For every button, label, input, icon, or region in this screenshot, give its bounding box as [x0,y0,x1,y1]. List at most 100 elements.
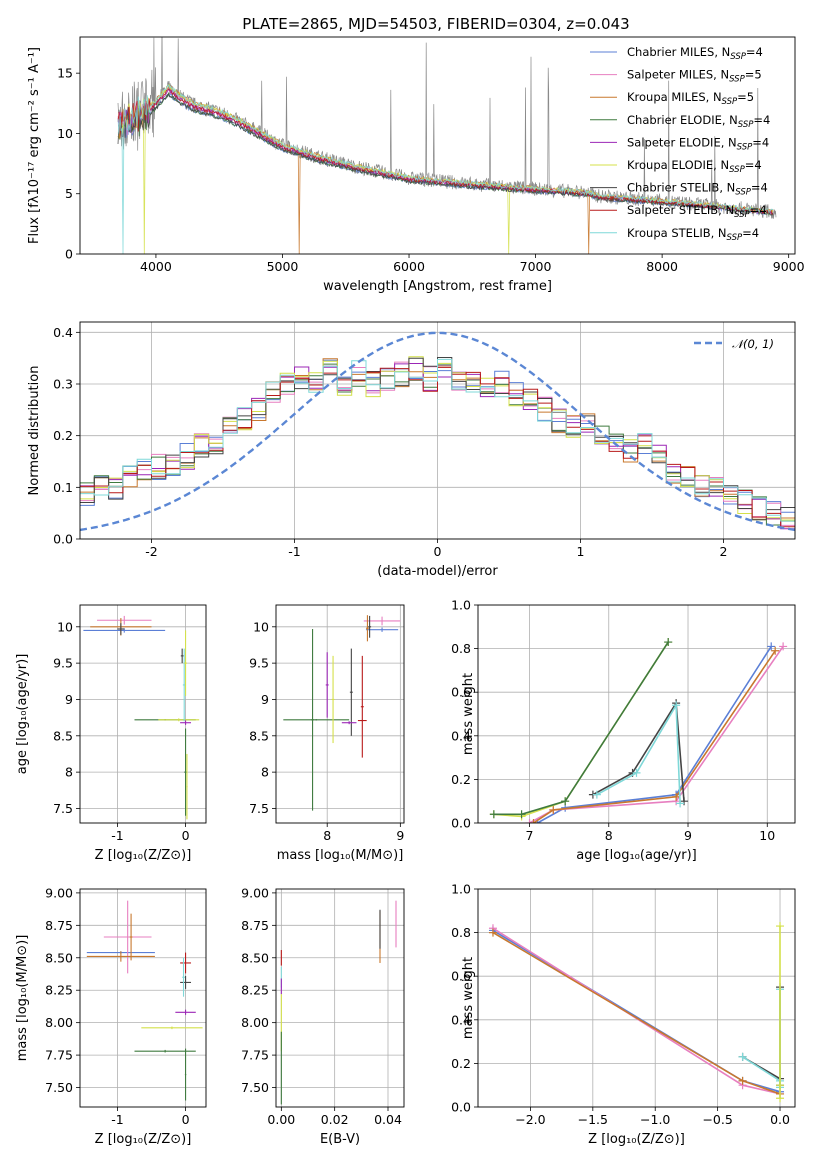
y-tick-label: 0.0 [451,1100,471,1115]
plus-marker [672,792,681,801]
series [738,983,785,1090]
y-tick-label: 9.5 [249,656,269,671]
data-point [341,721,357,725]
legend-entry: Chabrier ELODIE, NSSP=4 [627,113,770,130]
y-tick-label: 8 [261,765,269,780]
y-tick-label: 7.5 [53,801,73,816]
y-tick-label: 0.0 [451,816,471,831]
x-tick-label: 4000 [140,259,172,274]
y-tick-label: 0.4 [53,325,73,340]
x-tick-label: 5000 [267,259,299,274]
residuals-plot-area [80,322,795,539]
age-vs-Z-plot-area [80,605,206,823]
model-spectrum-line [117,84,774,254]
series [489,638,673,819]
x-tick-label: 0.04 [374,1112,402,1127]
data-point [103,900,152,974]
y-tick-label: 10 [57,619,73,634]
y-axis-label: mass weight [461,673,476,755]
x-tick-label: 10 [759,828,775,843]
x-axis-label: Z [log₁₀(Z/Z⊙)] [95,1132,192,1147]
x-tick-label: 7 [526,828,534,843]
y-axis-label: Flux [fλ10⁻¹⁷ erg cm⁻² s⁻¹ A⁻¹] [27,47,42,244]
y-tick-label: 0.2 [451,1056,471,1071]
data-point [97,615,152,625]
plus-marker [779,642,788,651]
y-tick-label: 0.2 [53,428,73,443]
axes-frame [275,888,405,1108]
plus-marker [767,642,776,651]
y-tick-label: 0.2 [451,772,471,787]
axes-frame [79,321,796,540]
plus-marker [489,810,498,819]
series-line [493,641,669,818]
series [488,926,785,1096]
massweight-vs-Z-panel: −2.0 −1.5 −1.0 −0.5 0.0 0.0 0.2 0.4 0.6 0.8 1.0 Z [… [451,882,796,1147]
massweight-vs-age-plot-area [478,605,795,823]
plus-marker [676,799,685,808]
series-line [596,702,681,804]
plus-marker [738,1076,747,1085]
y-tick-label: 7.50 [241,1080,269,1095]
plus-marker [525,819,534,823]
y-tick-label: 0.0 [53,532,73,547]
y-tick-label: 15 [57,66,73,81]
legend-entry: Salpeter STELIB, NSSP=4 [627,203,767,220]
mass-vs-Z-panel: -1 0 7.50 7.75 8.00 8.25 8.50 8.75 9.00 Z [log₁₀(… [15,885,207,1147]
axes-frame [477,604,796,824]
y-tick-label: 8.75 [241,918,269,933]
y-tick-label: 8.75 [45,918,73,933]
x-tick-label: 1 [577,544,585,559]
series-line [493,641,669,816]
spectrum-legend: Chabrier MILES, NSSP=4 Salpeter MILES, NS… [590,45,770,243]
y-tick-label: 0.4 [451,728,471,743]
y-axis-label: Normed distribution [27,366,42,496]
y-tick-label: 9 [65,692,73,707]
plus-marker [664,638,673,647]
data-point [184,1048,187,1101]
plus-marker [517,810,526,819]
y-tick-label: 0.6 [451,685,471,700]
x-tick-label: -1 [111,1112,123,1127]
data-point [311,628,315,811]
y-tick-label: 9.00 [45,885,73,900]
series-line [529,645,784,823]
series [489,638,673,821]
x-axis-label: Z [log₁₀(Z/Z⊙)] [588,1132,685,1147]
axes-frame [79,36,796,255]
series [488,928,785,1098]
y-tick-label: 0.8 [451,925,471,940]
data-point [184,630,187,696]
data-point [182,957,185,997]
x-tick-label: −1.5 [578,1112,608,1127]
series-line [533,650,776,823]
y-tick-label: 5 [65,186,73,201]
mass-vs-Z-plot-area [80,889,206,1107]
x-tick-label: 0.02 [321,1112,349,1127]
y-axis-label: age [log₁₀(age/yr)] [15,654,30,775]
data-point [134,1049,196,1053]
plus-marker [632,768,641,777]
model-spectrum-line [117,84,774,254]
data-point [365,615,369,642]
x-tick-label: -2 [145,544,157,559]
plus-marker [672,701,681,710]
axes-frame [275,604,405,824]
y-tick-label: 0.1 [53,480,73,495]
y-tick-label: 10 [57,126,73,141]
data-point [331,655,335,744]
age-vs-mass-panel: 8 9 7.5 8 8.5 9 9.5 10 mass [log₁₀(M/M⊙)] [249,604,405,863]
plus-marker [549,805,558,814]
data-point [175,1009,196,1015]
y-tick-label: 0.8 [451,641,471,656]
x-axis-label: mass [log₁₀(M/M⊙)] [277,848,404,863]
x-tick-label: 0 [434,544,442,559]
y-tick-label: 0 [65,247,73,262]
y-tick-label: 8.00 [241,1015,269,1030]
x-axis-label: Z [log₁₀(Z/Z⊙)] [95,848,192,863]
legend-entry: Chabrier MILES, NSSP=4 [627,45,763,62]
y-tick-label: 10 [253,619,269,634]
series [529,646,780,823]
residual-histogram-step [80,358,795,522]
